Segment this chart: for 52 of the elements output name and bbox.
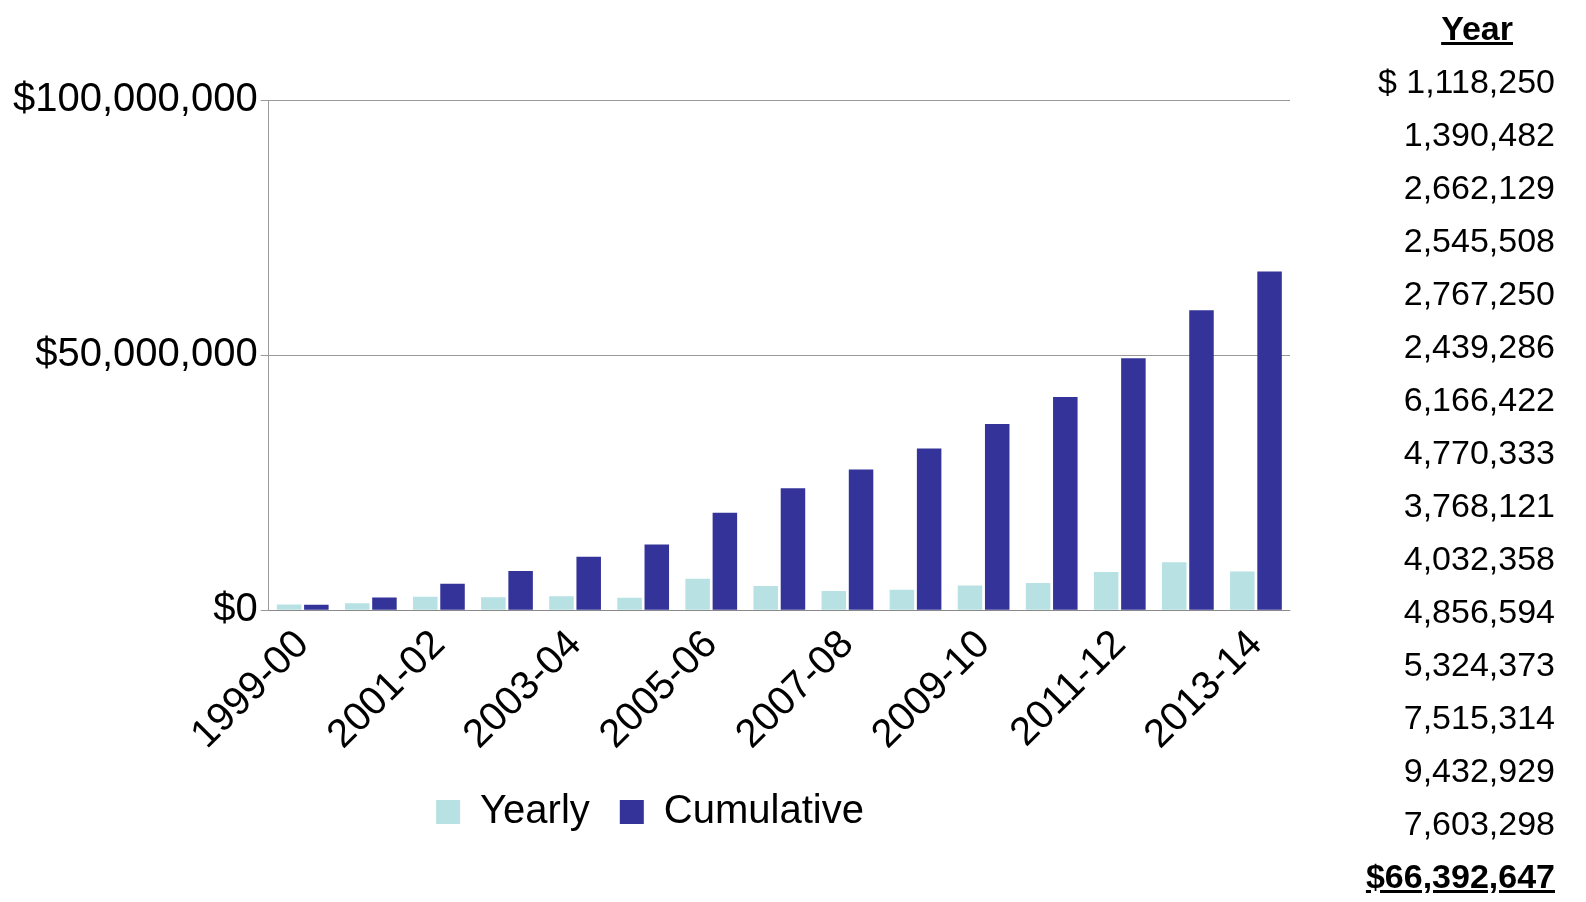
text: 2,662,129 bbox=[1402, 167, 1555, 208]
bar bbox=[1257, 271, 1282, 610]
bar bbox=[1189, 310, 1214, 610]
text: 4,770,333 bbox=[1402, 432, 1555, 473]
text: 3,768,121 bbox=[1402, 485, 1555, 526]
bar bbox=[1093, 571, 1119, 610]
text: 6,166,422 bbox=[1402, 379, 1555, 420]
bar bbox=[712, 512, 738, 610]
bar bbox=[440, 583, 465, 610]
text: 4,856,594 bbox=[1402, 591, 1555, 632]
legend-label: Yearly bbox=[480, 787, 590, 832]
bar bbox=[413, 596, 438, 610]
text: 2,439,286 bbox=[1402, 326, 1555, 367]
y-tick-label: $100,000,000 bbox=[13, 75, 258, 120]
bar bbox=[617, 597, 642, 610]
bar bbox=[916, 448, 942, 610]
text: $ 1,118,250 bbox=[1376, 61, 1555, 102]
text: 7,515,314 bbox=[1402, 697, 1555, 738]
bar bbox=[508, 570, 533, 610]
bar bbox=[481, 597, 506, 610]
bar bbox=[576, 556, 601, 610]
text: 9,432,929 bbox=[1402, 750, 1555, 791]
bar bbox=[1121, 358, 1146, 610]
text: Year bbox=[1440, 8, 1514, 49]
bar bbox=[644, 544, 670, 610]
text: 2,545,508 bbox=[1402, 220, 1555, 261]
bar bbox=[304, 604, 329, 610]
bar bbox=[276, 604, 302, 610]
legend-label: Cumulative bbox=[663, 787, 864, 832]
bar bbox=[848, 469, 874, 610]
bar bbox=[1162, 562, 1187, 610]
bar bbox=[984, 424, 1010, 610]
bar bbox=[957, 585, 983, 610]
bar bbox=[753, 585, 778, 610]
bar bbox=[685, 578, 710, 610]
text: 5,324,373 bbox=[1402, 644, 1555, 685]
bar bbox=[821, 591, 847, 610]
bar bbox=[344, 603, 370, 610]
text: 7,603,298 bbox=[1402, 803, 1555, 844]
bar bbox=[372, 597, 397, 610]
bar bbox=[889, 589, 915, 610]
text: 2,767,250 bbox=[1402, 273, 1555, 314]
bar bbox=[1025, 583, 1051, 610]
bar bbox=[780, 488, 806, 610]
bar bbox=[1053, 396, 1078, 610]
text: $66,392,647 bbox=[1364, 856, 1555, 897]
text: 1,390,482 bbox=[1402, 114, 1555, 155]
y-tick-label: $50,000,000 bbox=[35, 330, 258, 375]
bar bbox=[1230, 571, 1255, 610]
bar bbox=[549, 596, 574, 610]
text: 4,032,358 bbox=[1402, 538, 1555, 579]
y-tick-label: $0 bbox=[213, 585, 258, 630]
